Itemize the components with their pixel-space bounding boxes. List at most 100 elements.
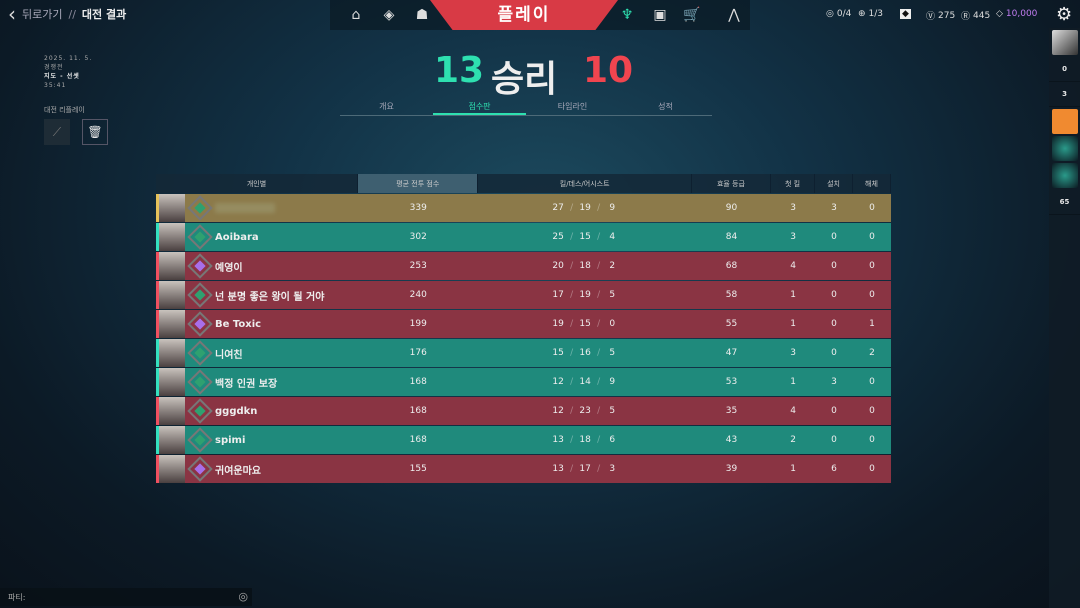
play-button[interactable]: 플레이 (430, 0, 618, 30)
result-text: 승리 (491, 59, 558, 100)
econ-rating: 55 (691, 310, 772, 338)
store-icon[interactable]: 🛒 (683, 7, 701, 23)
assists: 5 (609, 290, 616, 300)
player-row[interactable]: 예영이 253 20/18/2 68 4 0 0 (156, 252, 891, 280)
player-name[interactable]: Be Toxic (215, 318, 262, 330)
player-row[interactable]: 니여친 176 15/16/5 47 3 0 2 (156, 339, 891, 367)
assists: 6 (609, 435, 616, 445)
home-icon[interactable]: ⌂ (351, 7, 361, 23)
player-name[interactable]: 백정 인권 보장 (215, 378, 278, 390)
friend-avatar[interactable] (1051, 136, 1078, 161)
plants: 3 (815, 368, 853, 396)
player-name[interactable]: 넌 분명 좋은 왕이 될 거야 (215, 291, 325, 303)
team-score: 13 (434, 50, 485, 91)
assists: 2 (609, 261, 616, 271)
card-icon[interactable]: ◆ (900, 9, 911, 19)
friend-avatar[interactable] (1051, 109, 1078, 134)
kills: 13 (552, 435, 564, 445)
rank-icon (187, 369, 213, 395)
player-name[interactable]: 예영이 (215, 262, 243, 274)
friend-avatar[interactable] (1051, 163, 1078, 188)
rp-value: 445 (973, 10, 991, 21)
player-row[interactable]: Be Toxic 199 19/15/0 55 1 0 1 (156, 310, 891, 338)
delete-replay-button[interactable]: 🗑 (82, 119, 108, 145)
tab-summary[interactable]: 개요 (379, 102, 394, 111)
column-header[interactable]: 설치 (815, 174, 853, 193)
replay-label: 대전 리플레이 (44, 106, 85, 114)
rank-icon[interactable]: ⋀ (728, 7, 740, 23)
player-name[interactable]: 니여친 (215, 349, 243, 361)
assists: 5 (609, 348, 616, 358)
vp-counter[interactable]: Ⓥ 275 (926, 9, 956, 23)
player-row[interactable]: 넌 분명 좋은 왕이 될 거야 240 17/19/5 58 1 0 0 (156, 281, 891, 309)
player-row[interactable]: 백정 인권 보장 168 12/14/9 53 1 3 0 (156, 368, 891, 396)
kda: 12/23/5 (478, 397, 692, 425)
first-kills: 2 (771, 426, 816, 454)
player-row[interactable]: spimi 168 13/18/6 43 2 0 0 (156, 426, 891, 454)
acs: 168 (358, 397, 479, 425)
first-kills: 3 (771, 223, 816, 251)
column-header[interactable]: 첫 킬 (771, 174, 816, 193)
acs: 253 (358, 252, 479, 280)
kc-counter[interactable]: ◇ 10,000 (996, 9, 1037, 19)
player-name[interactable]: 귀여운마요 (215, 465, 261, 477)
deaths: 17 (579, 464, 591, 474)
tab-timeline[interactable]: 타임라인 (557, 102, 588, 111)
first-kills: 3 (771, 194, 816, 222)
match-map: 지도 - 선셋 (44, 73, 80, 80)
replay-button[interactable]: ⟋ (44, 119, 70, 145)
plants: 0 (815, 223, 853, 251)
gear-icon[interactable]: ⚙ (1056, 4, 1073, 25)
vp-value: 275 (938, 10, 956, 21)
collection-icon[interactable]: ▣ (653, 7, 667, 23)
pass-icon[interactable]: ◈ (383, 7, 395, 23)
back-button[interactable]: ‹ 뒤로가기 // 대전 결과 (8, 4, 126, 24)
column-header[interactable]: 개인별 (156, 174, 358, 193)
rank-icon (187, 311, 213, 337)
player-row[interactable]: gggdkn 168 12/23/5 35 4 0 0 (156, 397, 891, 425)
player-card-avatar[interactable] (1051, 30, 1078, 55)
chat-icon[interactable]: ◎ (238, 590, 248, 603)
first-kills: 1 (771, 310, 816, 338)
player-cell: Be Toxic (156, 310, 358, 338)
rp-counter[interactable]: Ⓡ 445 (961, 9, 991, 23)
defuses: 0 (853, 368, 891, 396)
kills: 25 (552, 232, 564, 242)
vp-icon: Ⓥ (926, 12, 936, 22)
plants: 0 (815, 310, 853, 338)
chat-channel-label: 파티: (8, 593, 26, 602)
column-header[interactable]: 해체 (853, 174, 891, 193)
player-name[interactable]: gggdkn (215, 405, 258, 417)
tab-performance[interactable]: 성적 (658, 102, 673, 111)
column-header[interactable]: 킬/데스/어시스트 (478, 174, 692, 193)
rank-icon (187, 224, 213, 250)
missions-counter[interactable]: ◎ 0/4 (826, 9, 851, 19)
kills: 12 (552, 406, 564, 416)
defuses: 0 (853, 252, 891, 280)
tab-scoreboard[interactable]: 점수판 (433, 100, 526, 115)
chat-input[interactable]: 파티: ◎ (0, 588, 252, 606)
rp-icon: Ⓡ (961, 12, 971, 22)
kills: 15 (552, 348, 564, 358)
agents-icon[interactable]: ☗ (415, 7, 429, 23)
player-row[interactable]: 339 27/19/9 90 3 3 0 (156, 194, 891, 222)
breadcrumb-separator: // (68, 7, 76, 21)
player-cell: gggdkn (156, 397, 358, 425)
rank-icon (187, 456, 213, 482)
defuses: 1 (853, 310, 891, 338)
weekly-counter[interactable]: ⊕ 1/3 (858, 9, 883, 19)
player-name[interactable]: Aoibara (215, 231, 259, 243)
column-header[interactable]: 효율 등급 (691, 174, 772, 193)
weekly-value: 1/3 (868, 9, 884, 19)
column-header[interactable]: 평균 전투 점수 (358, 174, 479, 193)
agent-portrait (159, 310, 185, 338)
player-row[interactable]: 귀여운마요 155 13/17/3 39 1 6 0 (156, 455, 891, 483)
career-icon[interactable]: ♆ (620, 7, 634, 23)
deaths: 14 (579, 377, 591, 387)
player-name[interactable]: spimi (215, 434, 246, 446)
player-row[interactable]: Aoibara 302 25/15/4 84 3 0 0 (156, 223, 891, 251)
hidden-name (215, 203, 275, 213)
plants: 6 (815, 455, 853, 483)
acs: 155 (358, 455, 479, 483)
back-label[interactable]: 뒤로가기 (22, 8, 63, 21)
